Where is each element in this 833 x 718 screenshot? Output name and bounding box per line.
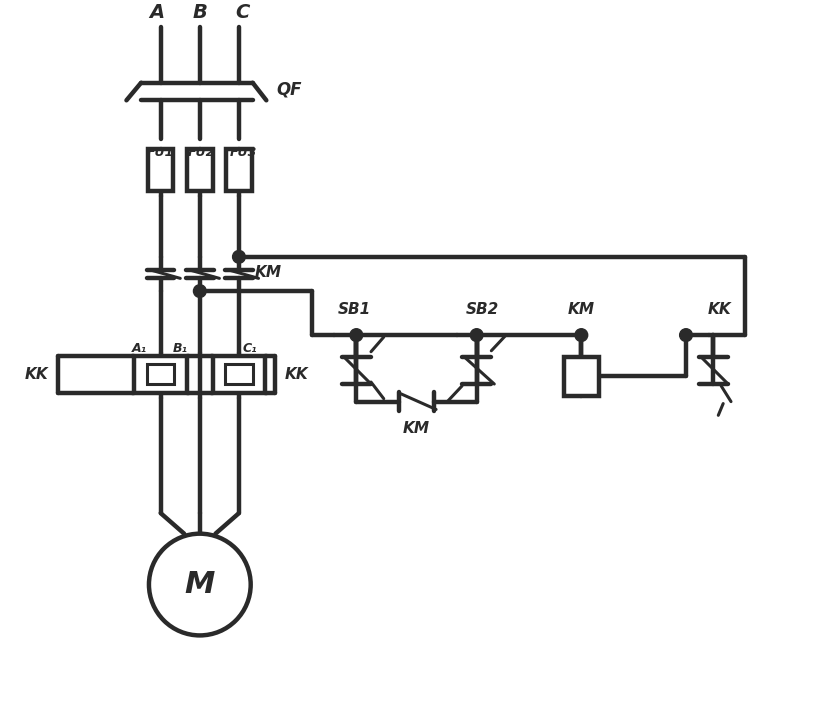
Circle shape bbox=[575, 329, 588, 342]
Bar bbox=[564, 357, 599, 396]
Bar bbox=[134, 355, 187, 393]
Bar bbox=[187, 149, 212, 191]
Bar bbox=[227, 149, 252, 191]
Bar bbox=[148, 149, 173, 191]
Text: SB1: SB1 bbox=[337, 302, 371, 317]
Text: A: A bbox=[149, 3, 164, 22]
Bar bbox=[212, 355, 266, 393]
Bar bbox=[147, 365, 174, 384]
Text: C₁: C₁ bbox=[243, 342, 257, 355]
Text: KK: KK bbox=[285, 367, 309, 382]
Text: KK: KK bbox=[24, 367, 48, 382]
Text: B₁: B₁ bbox=[173, 342, 188, 355]
Bar bbox=[225, 365, 252, 384]
Text: KK: KK bbox=[707, 302, 731, 317]
Text: M: M bbox=[185, 570, 215, 599]
Text: FU1: FU1 bbox=[147, 146, 174, 159]
Text: B: B bbox=[192, 3, 207, 22]
Circle shape bbox=[149, 533, 251, 635]
Text: A₁: A₁ bbox=[132, 342, 147, 355]
Circle shape bbox=[350, 329, 362, 342]
Text: C: C bbox=[236, 3, 250, 22]
Circle shape bbox=[232, 251, 245, 264]
Text: SB2: SB2 bbox=[466, 302, 499, 317]
Circle shape bbox=[193, 285, 207, 297]
Text: FU2: FU2 bbox=[188, 146, 216, 159]
Text: KM: KM bbox=[568, 302, 595, 317]
Text: KM: KM bbox=[403, 421, 430, 436]
Text: QF: QF bbox=[276, 80, 302, 98]
Circle shape bbox=[680, 329, 692, 342]
Text: FU3: FU3 bbox=[230, 146, 257, 159]
Circle shape bbox=[471, 329, 483, 342]
Text: KM: KM bbox=[255, 265, 282, 280]
